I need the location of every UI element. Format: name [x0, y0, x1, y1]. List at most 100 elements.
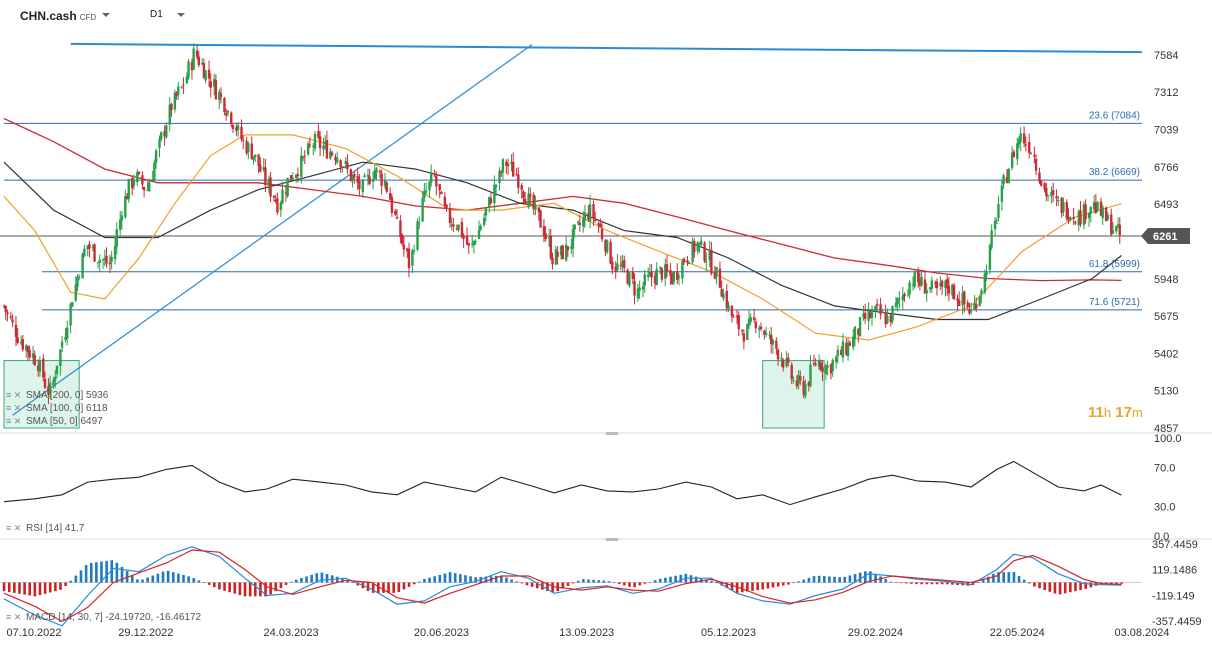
candle-down [88, 244, 91, 249]
candle-down [505, 161, 508, 166]
legend-sma100[interactable]: ≡ ✕ SMA [100, 0] 6118 [6, 402, 108, 415]
macd-histogram-bar [525, 582, 529, 586]
timeframe-dropdown-icon[interactable] [177, 13, 185, 17]
candle-down [517, 174, 520, 188]
candle-up [450, 224, 453, 226]
candle-up [69, 304, 72, 326]
macd-histogram-bar [894, 582, 898, 583]
pane-resize-handle[interactable] [606, 432, 618, 435]
macd-histogram-bar [453, 573, 457, 583]
date-axis-tick: 20.06.2023 [414, 627, 469, 639]
macd-histogram-bar [699, 577, 703, 583]
legend-sma200[interactable]: ≡ ✕ SMA [200, 0] 5936 [6, 389, 108, 402]
macd-histogram-bar [623, 582, 626, 586]
candle-up [951, 284, 954, 295]
candle-up [993, 220, 997, 230]
macd-histogram-bar [484, 576, 488, 583]
candle-down [125, 195, 129, 200]
candle-down [197, 56, 200, 66]
highlight-box[interactable] [762, 360, 825, 429]
candle-down [269, 177, 272, 197]
macd-histogram-bar [940, 582, 944, 585]
candle-up [570, 246, 573, 249]
macd-histogram-bar [402, 582, 406, 590]
candle-up [470, 243, 474, 245]
candle-down [916, 270, 920, 282]
candle-down [245, 140, 248, 154]
candle-up [664, 264, 667, 279]
candle-up [1087, 213, 1091, 219]
legend-settings-icon[interactable]: ≡ ✕ [6, 403, 22, 413]
legend-settings-icon[interactable]: ≡ ✕ [6, 416, 22, 426]
legend-settings-icon[interactable]: ≡ ✕ [6, 523, 22, 533]
legend-macd[interactable]: ≡ ✕ MACD [14, 30, 7] -24.19720, -16.46172 [6, 611, 201, 624]
macd-histogram-bar [69, 580, 73, 583]
candle-down [330, 152, 334, 155]
candle-down [940, 280, 944, 287]
candle-up [836, 349, 840, 356]
pane-resize-handle[interactable] [606, 538, 618, 541]
candle-up [64, 336, 67, 340]
timeframe-label[interactable]: D1 [150, 9, 163, 20]
candle-down [346, 162, 349, 170]
candle-down [829, 364, 833, 374]
candle-up [185, 76, 189, 84]
legend-rsi[interactable]: ≡ ✕ RSI [14] 41.7 [6, 522, 84, 535]
macd-histogram-bar [997, 572, 1000, 583]
candle-down [781, 359, 785, 368]
candle-down [14, 324, 18, 337]
candle-up [997, 203, 1000, 218]
candle-down [713, 272, 717, 279]
macd-histogram-bar [715, 582, 718, 584]
macd-histogram-bar [735, 582, 739, 593]
candle-up [911, 284, 915, 286]
candle-down [448, 208, 452, 223]
macd-histogram-bar [64, 582, 67, 586]
candle-down [730, 305, 734, 317]
macd-histogram-bar [423, 579, 426, 583]
candle-up [494, 184, 498, 188]
candle-up [846, 342, 850, 356]
macd-axis-tick: 357.4459 [1152, 539, 1198, 551]
candle-up [204, 70, 207, 81]
macd-histogram-bar [1012, 572, 1016, 583]
candle-up [928, 287, 932, 290]
candle-down [884, 312, 887, 325]
trendline[interactable] [70, 42, 1143, 54]
candle-down [975, 304, 978, 309]
candle-up [797, 375, 800, 384]
trendline[interactable] [12, 44, 533, 416]
macd-histogram-bar [935, 582, 939, 585]
candle-up [1077, 211, 1080, 226]
macd-histogram-bar [1007, 572, 1011, 583]
candle-up [1111, 230, 1115, 234]
candle-down [455, 228, 459, 230]
macd-histogram-bar [1048, 582, 1052, 592]
legend-settings-icon[interactable]: ≡ ✕ [6, 612, 22, 622]
candle-up [988, 245, 992, 270]
candle-down [142, 186, 146, 191]
candle-up [930, 280, 934, 289]
macd-histogram-bar [2, 582, 6, 592]
candle-up [136, 172, 139, 182]
symbol-dropdown-icon[interactable] [102, 13, 110, 17]
macd-histogram-bar [822, 576, 826, 583]
macd-histogram-bar [243, 582, 247, 597]
candle-up [698, 243, 701, 245]
candle-down [1005, 177, 1009, 184]
candle-down [224, 113, 228, 116]
candle-down [195, 50, 199, 57]
symbol-label[interactable]: CHN.cash CFD [20, 9, 96, 23]
candle-down [433, 173, 436, 176]
candle-up [168, 104, 171, 125]
macd-histogram-bar [197, 580, 201, 583]
candle-down [594, 220, 597, 222]
macd-histogram-bar [130, 575, 134, 583]
legend-settings-icon[interactable]: ≡ ✕ [6, 390, 22, 400]
candle-down [207, 69, 211, 79]
candle-up [824, 365, 828, 375]
macd-histogram-bar [566, 582, 570, 586]
candle-up [969, 310, 973, 312]
legend-sma50[interactable]: ≡ ✕ SMA [50, 0] 6497 [6, 415, 103, 428]
